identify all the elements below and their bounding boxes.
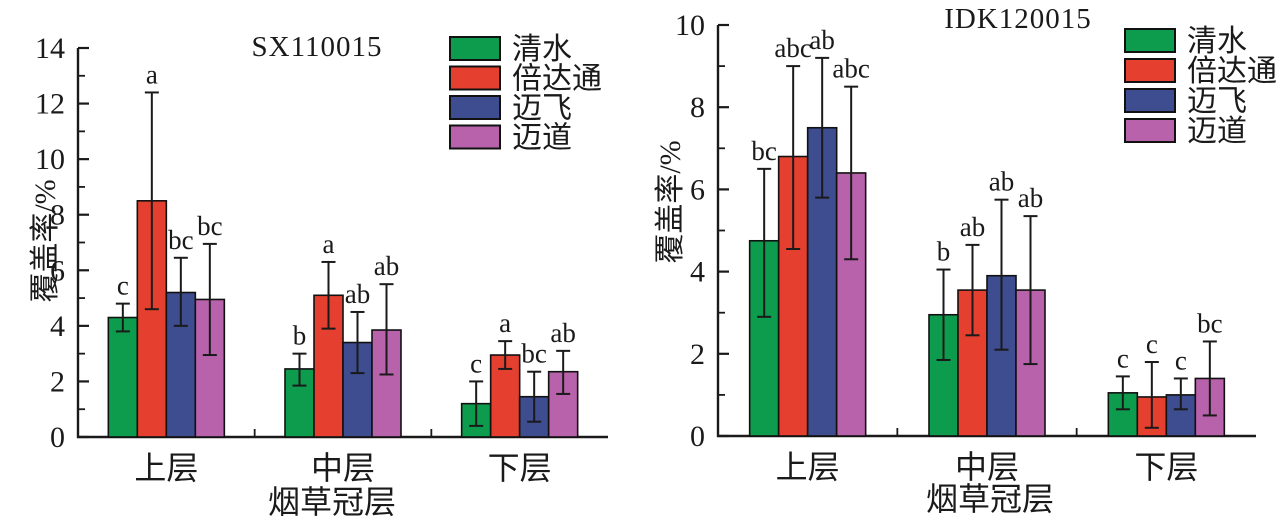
y-axis-label-left: 覆盖率/%: [29, 179, 62, 303]
error-bar: [527, 370, 542, 423]
error-bar: [815, 56, 830, 199]
legend-swatch-迈飞: [1124, 88, 1176, 113]
error-bar: [556, 349, 571, 395]
y-tick-label: 2: [50, 365, 65, 398]
legend-label: 清水: [1187, 25, 1247, 58]
error-bar: [844, 85, 859, 261]
chart-title-left: SX110015: [251, 31, 383, 63]
legend-label: 清水: [512, 33, 572, 66]
error-bar: [1115, 375, 1130, 411]
error-bar: [144, 91, 159, 311]
legend-label: 迈飞: [512, 92, 572, 125]
significance-letter: c: [1117, 343, 1129, 373]
category-label: 下层: [1134, 449, 1198, 485]
category-label: 上层: [776, 449, 840, 485]
y-tick-label: 4: [50, 310, 65, 343]
category-label: 中层: [311, 450, 375, 486]
significance-letter: bc: [197, 211, 223, 241]
error-bar: [115, 302, 130, 333]
error-bar: [173, 256, 188, 327]
significance-letter: ab: [960, 212, 985, 242]
significance-letter: a: [323, 229, 335, 259]
error-bar: [994, 198, 1009, 351]
error-bar: [292, 352, 307, 387]
error-bar: [498, 340, 513, 370]
significance-letter: bc: [1197, 308, 1223, 338]
y-tick-label: 6: [690, 173, 705, 206]
significance-letter: b: [293, 321, 307, 351]
error-bar: [350, 310, 365, 375]
legend-swatch-迈道: [449, 124, 501, 150]
y-tick-label: 8: [690, 91, 705, 124]
legend-swatch-倍达通: [449, 65, 501, 91]
y-tick-label: 0: [690, 420, 705, 453]
y-tick-label: 6: [50, 254, 65, 287]
legend-label: 倍达通: [1187, 55, 1277, 88]
x-axis-label-right: 烟草冠层: [925, 481, 1054, 516]
significance-letter: c: [470, 348, 482, 378]
error-bar: [1023, 215, 1038, 366]
legend-swatch-倍达通: [1124, 58, 1176, 83]
significance-letter: bc: [521, 339, 547, 369]
category-label: 中层: [955, 449, 1019, 485]
significance-letter: b: [937, 237, 951, 267]
y-axis-label-right: 覆盖率/%: [654, 140, 687, 264]
significance-letter: ab: [345, 279, 370, 309]
y-tick-label: 10: [675, 9, 705, 42]
significance-letter: bc: [751, 136, 777, 166]
error-bar: [965, 243, 980, 337]
legend-swatch-清水: [1124, 28, 1176, 53]
significance-letter: ab: [550, 318, 575, 348]
legend-swatch-迈飞: [449, 95, 501, 120]
y-tick-label: 14: [35, 32, 65, 65]
significance-letter: abc: [774, 33, 811, 63]
chart-title-right: IDK120015: [944, 3, 1092, 35]
y-tick-label: 12: [35, 88, 65, 121]
error-bar: [1173, 377, 1188, 411]
significance-letter: c: [117, 271, 129, 301]
significance-letter: c: [1175, 345, 1187, 375]
significance-letter: ab: [809, 25, 834, 55]
error-bar: [786, 65, 801, 250]
legend-swatch-清水: [449, 36, 501, 61]
y-tick-label: 10: [35, 143, 65, 176]
error-bar: [1202, 340, 1217, 417]
error-bar: [202, 242, 217, 357]
y-tick-label: 4: [690, 256, 705, 289]
legend-swatch-迈道: [1124, 118, 1176, 143]
error-bar: [379, 283, 394, 376]
legend-label: 迈道: [1187, 115, 1247, 148]
bar-清水-上层: [107, 316, 139, 438]
significance-letter: ab: [1018, 183, 1043, 213]
error-bar: [1144, 361, 1159, 429]
y-tick-label: 2: [690, 338, 705, 371]
y-tick-label: 8: [50, 199, 65, 232]
significance-letter: a: [146, 59, 158, 89]
category-label: 上层: [134, 450, 198, 486]
error-bar: [321, 260, 336, 330]
significance-letter: ab: [989, 167, 1014, 197]
significance-letter: ab: [374, 251, 399, 281]
error-bar: [469, 380, 484, 427]
error-bar: [936, 268, 951, 361]
legend-label: 迈飞: [1187, 85, 1247, 118]
significance-letter: a: [499, 308, 511, 338]
category-label: 下层: [488, 450, 552, 486]
legend-label: 倍达通: [512, 63, 602, 96]
x-axis-label-left: 烟草冠层: [267, 484, 396, 516]
significance-letter: bc: [168, 225, 194, 255]
significance-letter: c: [1146, 329, 1158, 359]
y-tick-label: 0: [50, 421, 65, 454]
error-bar: [757, 167, 772, 318]
significance-letter: abc: [832, 54, 869, 84]
legend-label: 迈道: [512, 122, 572, 155]
